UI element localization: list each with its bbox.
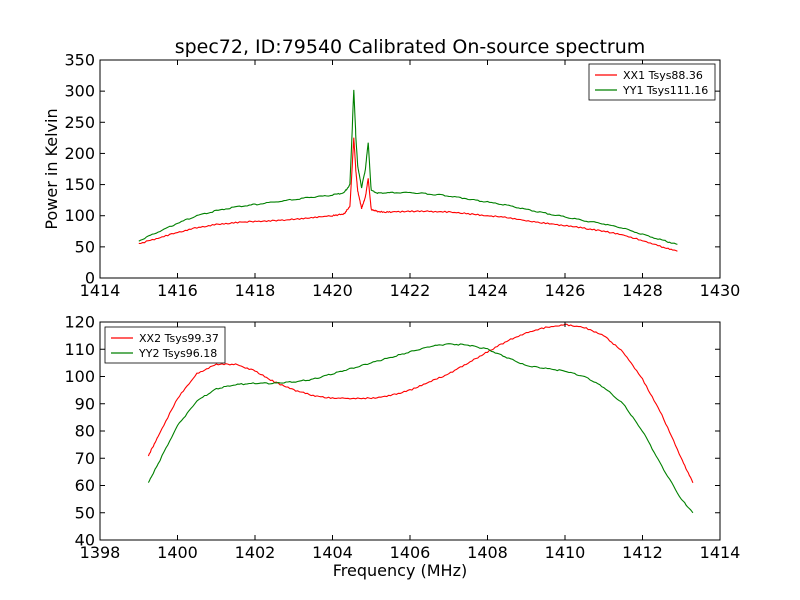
y-tick-label: 40 [75,531,95,550]
y-tick-label: 60 [75,476,95,495]
series-line-yy1 [138,89,678,245]
y-tick-label: 90 [75,394,95,413]
y-tick-label: 120 [64,313,95,332]
x-tick-label: 1400 [157,543,198,562]
x-tick-label: 1416 [157,281,198,300]
y-tick-label: 50 [75,237,95,256]
legend-label: YY1 Tsys111.16 [622,84,708,97]
y-tick-label: 80 [75,422,95,441]
x-axis-label: Frequency (MHz) [333,561,467,580]
x-tick-label: 1410 [545,543,586,562]
x-tick-label: 1428 [622,281,663,300]
x-tick-label: 1430 [700,281,741,300]
y-tick-label: 110 [64,340,95,359]
plots-layer: 1414 1416 1418 1420 1422 1424 1426 1428 14300501… [42,51,740,581]
chart-panel-1: 1414 1416 1418 1420 1422 1424 1426 1428 1430 0 50 1… [42,51,740,301]
x-tick-label: 1426 [545,281,586,300]
chart-panel-2: 1398 1400 1402 1404 1406 1408 1410 1412 1414 40 50… [64,313,740,581]
x-tick-label: 1424 [467,281,508,300]
x-tick-label: 1404 [312,543,353,562]
x-tick-label: 1422 [390,281,431,300]
x-tick-label: 1402 [235,543,276,562]
y-tick-label: 250 [64,113,95,132]
y-tick-label: 300 [64,82,95,101]
y-tick-label: 0 [85,269,95,288]
legend: XX2 Tsys99.37 YY2 Tsys96.18 [104,326,226,364]
figure-title: spec72, ID:79540 Calibrated On-source sp… [175,36,646,58]
y-tick-label: 70 [75,449,95,468]
legend-label: XX1 Tsys88.36 [623,69,703,82]
series-line-xx1 [138,137,678,252]
x-tick-label: 1418 [235,281,276,300]
legend-box [104,326,226,364]
x-tick-label: 1408 [467,543,508,562]
x-tick-label: 1414 [700,543,741,562]
series-line-xx2 [147,323,694,484]
y-tick-label: 150 [64,175,95,194]
legend: XX1 Tsys88.36 YY1 Tsys111.16 [588,63,716,101]
y-axis-label: Power in Kelvin [42,108,61,229]
x-tick-label: 1414 [80,281,121,300]
x-tick-label: 1406 [390,543,431,562]
y-tick-label: 200 [64,144,95,163]
y-tick-label: 50 [75,503,95,522]
y-tick-label: 350 [64,51,95,70]
y-tick-label: 100 [64,206,95,225]
legend-label: YY2 Tsys96.18 [138,347,217,360]
legend-label: XX2 Tsys99.37 [139,332,219,345]
legend-box [588,63,716,101]
y-tick-label: 100 [64,367,95,386]
x-tick-label: 1420 [312,281,353,300]
x-tick-label: 1412 [622,543,663,562]
x-tick-label: 1398 [80,543,121,562]
series-line-yy2 [147,343,694,514]
